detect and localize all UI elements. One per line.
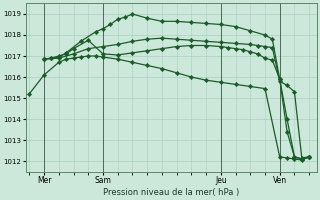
- X-axis label: Pression niveau de la mer( hPa ): Pression niveau de la mer( hPa ): [103, 188, 239, 197]
